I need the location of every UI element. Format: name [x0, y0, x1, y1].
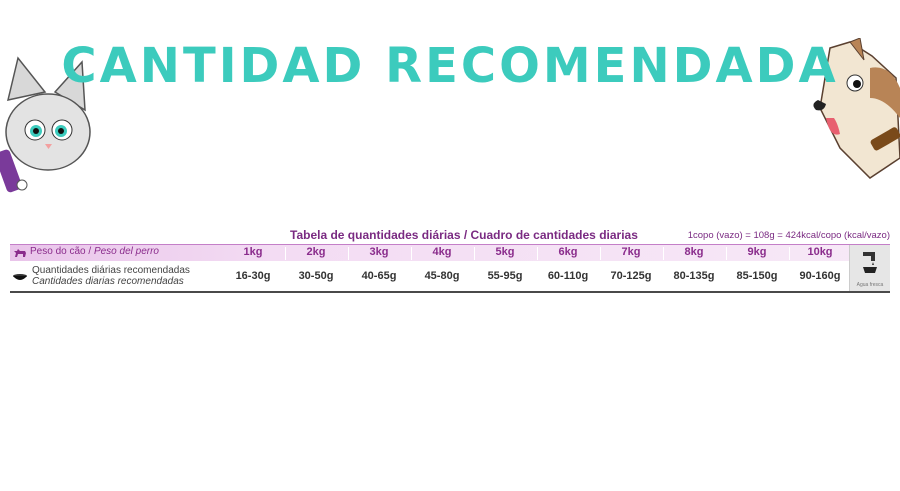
weight-cell: 7kg	[621, 246, 641, 258]
dog-mascot-icon	[813, 38, 900, 179]
cat-mascot-icon	[0, 56, 91, 193]
amount-cell: 40-65g	[361, 270, 397, 282]
amount-cell: 30-50g	[298, 270, 334, 282]
water-caption: Agua fresca	[856, 282, 884, 288]
amount-cell: 55-95g	[487, 270, 523, 282]
amount-cell: 45-80g	[424, 270, 460, 282]
weight-cell: 6kg	[558, 246, 578, 258]
quantity-label-es: Cantidades diarias recomendadas	[32, 276, 184, 287]
weight-cell: 9kg	[747, 246, 767, 258]
food-bowl-icon	[13, 274, 27, 280]
amount-cell: 70-125g	[610, 270, 652, 282]
weight-label-es: Peso del perro	[93, 246, 159, 257]
quantity-label-pt: Quantidades diárias recomendadas	[32, 265, 190, 276]
amount-cell: 85-150g	[736, 270, 778, 282]
weight-cell: 1kg	[243, 246, 263, 258]
weight-cell: 5kg	[495, 246, 515, 258]
weight-cell: 2kg	[306, 246, 326, 258]
amount-cell: 60-110g	[547, 270, 589, 282]
weight-cell: 4kg	[432, 246, 452, 258]
table-title: Tabela de quantidades diárias / Cuadro d…	[290, 228, 638, 242]
amount-cell: 80-135g	[673, 270, 715, 282]
dog-silhouette-icon	[14, 249, 26, 257]
weight-cell: 10kg	[807, 246, 833, 258]
weight-label: Peso do cão / Peso del perro	[30, 246, 159, 257]
amount-cell: 90-160g	[799, 270, 841, 282]
weight-row: Peso do cão / Peso del perro 1kg 2kg 3kg…	[10, 244, 890, 261]
weight-cell: 8kg	[684, 246, 704, 258]
quantity-label: Quantidades diárias recomendadas Cantida…	[32, 265, 190, 287]
weight-label-pt: Peso do cão /	[30, 246, 94, 257]
quantity-row: Quantidades diárias recomendadas Cantida…	[10, 261, 890, 293]
water-faucet-icon	[863, 252, 877, 273]
amount-cell: 16-30g	[235, 270, 271, 282]
kcal-note: 1copo (vazo) = 108g = 424kcal/copo (kcal…	[687, 230, 890, 241]
page-title: CANTIDAD RECOMENDADA	[61, 38, 839, 94]
weight-cell: 3kg	[369, 246, 389, 258]
water-cell: Agua fresca	[849, 245, 890, 291]
